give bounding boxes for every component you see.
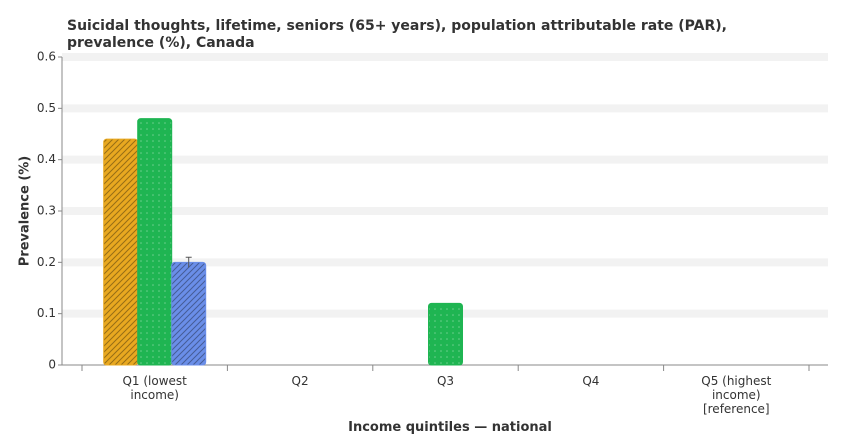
- bar: [103, 138, 139, 366]
- bar: [428, 302, 463, 366]
- x-tick-label: Q4: [582, 374, 600, 388]
- y-axis-label: Prevalence (%): [18, 156, 33, 267]
- y-tick-label: 0.1: [37, 306, 56, 320]
- y-tick-label: 0.4: [37, 152, 56, 166]
- chart-title: Suicidal thoughts, lifetime, seniors (65…: [67, 18, 727, 51]
- x-tick-label: Q2: [291, 374, 309, 388]
- y-tick-label: 0.5: [37, 101, 56, 115]
- x-axis-label: Income quintiles — national: [348, 420, 552, 435]
- y-tick-label: 0.2: [37, 255, 56, 269]
- x-tick-label: Q1 (lowest income): [122, 374, 187, 402]
- bar: [171, 261, 207, 366]
- y-tick-label: 0.3: [37, 204, 56, 218]
- y-tick-label: 0.6: [37, 50, 56, 64]
- error-bar: [185, 256, 192, 268]
- x-tick-label: Q5 (highest income) [reference]: [701, 374, 772, 416]
- x-tick-label: Q3: [436, 374, 455, 388]
- bar: [137, 118, 173, 366]
- y-tick-label: 0: [48, 358, 56, 372]
